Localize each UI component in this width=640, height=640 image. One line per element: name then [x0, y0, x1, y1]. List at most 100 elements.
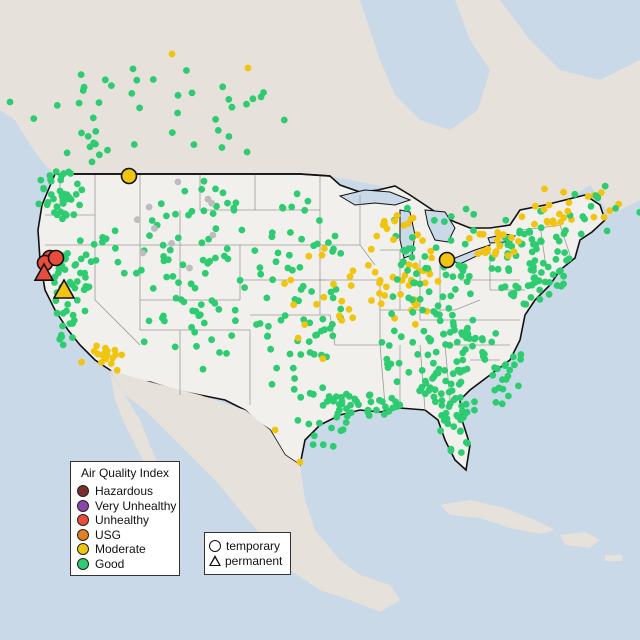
monitor-marker — [208, 297, 216, 304]
monitor-marker — [96, 151, 103, 159]
monitor-marker — [148, 217, 156, 224]
monitor-marker — [584, 193, 592, 200]
monitor-marker — [447, 237, 455, 244]
monitor-marker — [329, 332, 337, 340]
monitor-marker — [191, 284, 199, 292]
monitor-marker — [483, 247, 491, 255]
monitor-marker — [441, 367, 449, 374]
monitor-marker — [69, 334, 76, 341]
monitor-marker — [560, 188, 567, 196]
monitor-marker — [450, 423, 458, 430]
monitor-marker — [478, 335, 486, 342]
monitor-marker — [208, 336, 216, 344]
monitor-marker — [442, 271, 450, 279]
monitor-marker — [438, 402, 446, 409]
monitor-marker — [215, 306, 223, 313]
monitor-marker — [288, 203, 296, 211]
monitor-marker — [533, 245, 540, 253]
monitor-marker — [265, 322, 272, 330]
monitor-marker — [377, 300, 385, 308]
north-water — [500, 0, 640, 80]
monitor-marker — [368, 297, 375, 304]
monitor-marker — [531, 278, 539, 286]
monitor-marker — [139, 249, 147, 257]
monitor-marker — [412, 262, 419, 270]
monitor-marker — [382, 283, 390, 291]
monitor-marker — [496, 242, 504, 250]
monitor-marker — [133, 216, 141, 224]
monitor-marker — [470, 210, 478, 218]
aqi-legend: Air Quality Index Hazardous Very Unhealt… — [70, 461, 180, 576]
monitor-marker — [458, 402, 465, 410]
monitor-marker — [76, 201, 83, 209]
monitor-marker — [186, 264, 193, 272]
monitor-marker — [442, 377, 450, 385]
monitor-marker — [212, 254, 219, 262]
monitor-marker — [287, 229, 294, 236]
monitor-marker — [92, 257, 100, 264]
monitor-marker — [515, 238, 522, 245]
monitor-marker — [409, 214, 417, 222]
very-unhealthy-swatch-icon — [77, 499, 89, 512]
monitor-marker — [79, 87, 87, 94]
monitor-marker — [321, 245, 328, 252]
monitor-marker — [297, 393, 305, 401]
monitor-marker — [537, 224, 545, 232]
monitor-marker — [565, 199, 573, 207]
monitor-marker — [53, 102, 61, 109]
monitor-marker — [420, 327, 428, 335]
monitor-marker — [192, 308, 200, 315]
monitor-marker — [491, 364, 498, 372]
monitor-marker — [78, 358, 85, 366]
monitor-marker — [546, 279, 553, 286]
monitor-marker — [449, 311, 456, 319]
monitor-marker — [244, 64, 252, 72]
monitor-marker — [471, 398, 478, 406]
monitor-marker — [383, 355, 391, 363]
monitor-marker — [442, 409, 450, 417]
cuba — [440, 500, 555, 534]
monitor-marker — [301, 206, 309, 214]
monitor-marker — [488, 265, 496, 272]
monitor-marker — [518, 213, 526, 221]
monitor-marker — [267, 345, 274, 353]
legend-label: Unhealthy — [95, 513, 150, 528]
monitor-marker — [508, 234, 515, 242]
monitor-marker — [462, 205, 470, 213]
legend-label: USG — [95, 527, 122, 542]
monitor-marker — [592, 192, 600, 200]
monitor-marker — [199, 365, 207, 373]
monitor-marker — [466, 235, 473, 242]
monitor-marker — [365, 261, 372, 269]
monitor-marker — [426, 337, 434, 345]
monitor-marker — [64, 301, 72, 308]
monitor-marker — [281, 312, 289, 319]
monitor-marker — [316, 217, 323, 224]
monitor-marker — [88, 158, 96, 166]
monitor-marker — [190, 141, 198, 149]
monitor-marker — [421, 253, 429, 260]
monitor-marker — [515, 382, 522, 390]
monitor-marker — [200, 177, 208, 185]
monitor-marker — [35, 200, 43, 208]
monitor-marker — [299, 282, 307, 290]
monitor-marker — [458, 329, 465, 337]
monitor-marker — [464, 324, 471, 332]
monitor-marker — [112, 244, 119, 252]
monitor-marker — [140, 338, 148, 346]
monitor-marker — [393, 276, 401, 283]
monitor-marker — [66, 320, 74, 327]
monitor-marker — [290, 301, 297, 309]
monitor-marker — [93, 342, 100, 350]
monitor-marker — [230, 206, 238, 214]
monitor-marker — [462, 346, 469, 353]
monitor-marker — [333, 413, 341, 421]
monitor-marker — [400, 222, 408, 229]
monitor-marker — [397, 261, 405, 269]
monitor-marker — [342, 419, 350, 426]
monitor-marker — [545, 290, 553, 298]
monitor-marker — [463, 365, 471, 373]
monitor-marker — [77, 255, 85, 263]
monitor-marker — [376, 290, 383, 297]
